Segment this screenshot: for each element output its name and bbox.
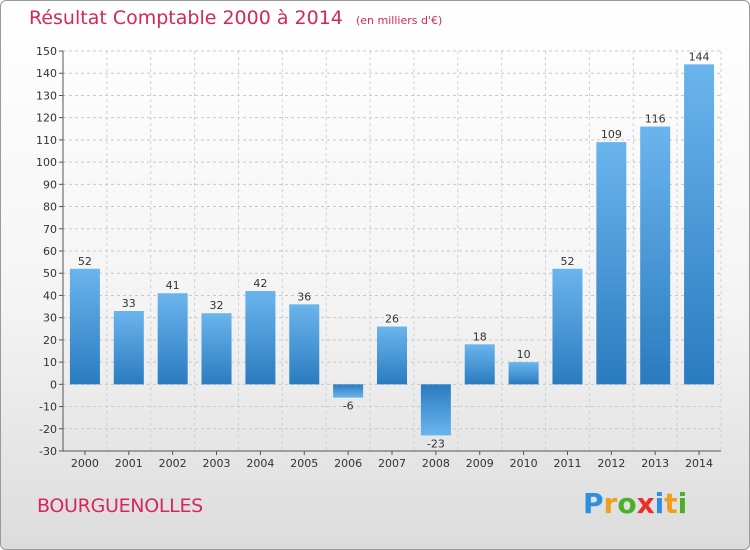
bar-2006 — [333, 384, 364, 398]
data-label-2007: 26 — [385, 313, 399, 326]
y-tick-label: 110 — [36, 134, 57, 147]
x-tick-label-2010: 2010 — [510, 457, 538, 470]
data-label-2010: 10 — [517, 348, 531, 361]
chart-subtitle: (en milliers d'€) — [355, 14, 443, 27]
bar-2001 — [113, 311, 144, 385]
x-tick-label-2001: 2001 — [115, 457, 143, 470]
y-tick-label: 90 — [43, 178, 57, 191]
y-tick-label: 60 — [43, 245, 57, 258]
bar-2011 — [552, 268, 583, 385]
bar-2008 — [420, 384, 451, 436]
data-label-2004: 42 — [253, 277, 267, 290]
data-label-2002: 41 — [166, 279, 180, 292]
data-label-2013: 116 — [645, 113, 666, 126]
data-label-2005: 36 — [297, 290, 311, 303]
data-label-2009: 18 — [473, 330, 487, 343]
x-tick-label-2002: 2002 — [159, 457, 187, 470]
y-tick-label: 150 — [36, 45, 57, 58]
bar-2000 — [69, 268, 100, 385]
bar-2004 — [245, 291, 276, 385]
y-tick-label: -10 — [39, 401, 57, 414]
logo-letter: r — [603, 487, 618, 520]
x-tick-label-2009: 2009 — [466, 457, 494, 470]
data-label-2003: 32 — [210, 299, 224, 312]
bar-2012 — [596, 142, 627, 385]
data-label-2000: 52 — [78, 255, 92, 268]
y-tick-label: -30 — [39, 445, 57, 458]
bar-2002 — [157, 293, 188, 385]
x-tick-label-2005: 2005 — [290, 457, 318, 470]
y-tick-label: 100 — [36, 156, 57, 169]
y-tick-label: 10 — [43, 356, 57, 369]
x-tick-label-2007: 2007 — [378, 457, 406, 470]
y-tick-label: 30 — [43, 312, 57, 325]
x-tick-label-2012: 2012 — [597, 457, 625, 470]
place-name: BOURGUENOLLES — [37, 495, 203, 517]
data-label-2014: 144 — [689, 50, 710, 63]
bar-2003 — [201, 313, 232, 385]
y-tick-label: 50 — [43, 267, 57, 280]
chart-title: Résultat Comptable 2000 à 2014 — [29, 7, 343, 29]
y-tick-label: 80 — [43, 201, 57, 214]
y-tick-label: 70 — [43, 223, 57, 236]
y-tick-label: 40 — [43, 289, 57, 302]
y-tick-label: 20 — [43, 334, 57, 347]
data-label-2011: 52 — [560, 255, 574, 268]
data-label-2012: 109 — [601, 128, 622, 141]
bar-2007 — [377, 326, 407, 385]
logo-letter: x — [636, 487, 655, 520]
data-label-2001: 33 — [122, 297, 136, 310]
chart-title-block: Résultat Comptable 2000 à 2014 (en milli… — [29, 7, 442, 29]
bar-2010 — [508, 362, 539, 385]
y-tick-label: 0 — [50, 378, 57, 391]
bar-2013 — [640, 126, 671, 385]
x-tick-label-2004: 2004 — [246, 457, 274, 470]
logo-letter: i — [677, 487, 688, 520]
y-tick-label: 130 — [36, 89, 57, 102]
y-tick-label: 120 — [36, 112, 57, 125]
x-tick-label-2008: 2008 — [422, 457, 450, 470]
data-label-2008: -23 — [427, 437, 445, 450]
bar-2014 — [684, 64, 715, 385]
bar-2005 — [289, 304, 320, 385]
data-label-2006: -6 — [343, 400, 354, 413]
y-tick-label: 140 — [36, 67, 57, 80]
proxiti-logo: Proxiti — [583, 487, 687, 520]
y-tick-label: -20 — [39, 423, 57, 436]
x-tick-label-2006: 2006 — [334, 457, 362, 470]
logo-letter: i — [654, 487, 665, 520]
logo-letter: o — [617, 487, 637, 520]
x-tick-label-2013: 2013 — [641, 457, 669, 470]
x-tick-label-2003: 2003 — [203, 457, 231, 470]
logo-letter: P — [583, 487, 604, 520]
x-tick-label-2000: 2000 — [71, 457, 99, 470]
bar-2009 — [464, 344, 495, 385]
x-tick-label-2011: 2011 — [553, 457, 581, 470]
logo-letter: t — [664, 487, 678, 520]
x-tick-label-2014: 2014 — [685, 457, 713, 470]
